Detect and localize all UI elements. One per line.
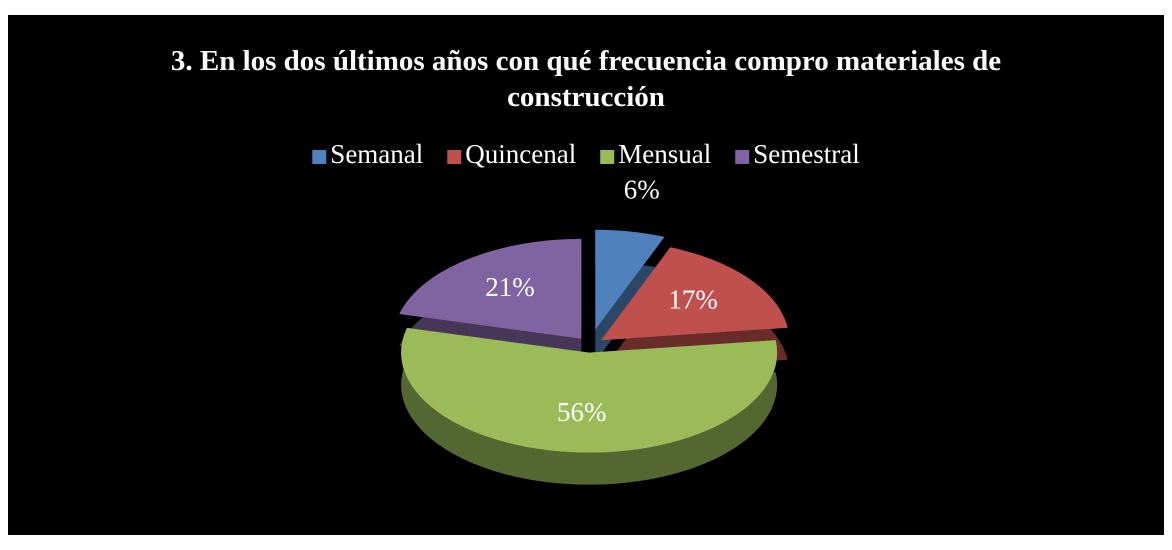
pie-slice: [401, 327, 778, 453]
legend-label: Semestral: [753, 139, 859, 169]
data-label: 21%: [485, 272, 535, 302]
pie-slice: [601, 247, 788, 341]
chart-title: construcción: [507, 81, 665, 113]
data-label: 56%: [557, 397, 607, 427]
legend-label: Quincenal: [465, 139, 576, 169]
data-label: 6%: [624, 174, 660, 204]
legend-swatch: [312, 150, 327, 164]
legend-swatch: [447, 150, 462, 164]
legend-swatch: [735, 150, 750, 164]
legend-label: Mensual: [618, 139, 711, 169]
pie-slice: [399, 238, 582, 339]
legend-swatch: [600, 150, 615, 164]
data-label: 17%: [668, 284, 718, 314]
pie-slice: [595, 229, 665, 330]
chart-title: 3. En los dos últimos años con qué frecu…: [171, 45, 1001, 77]
legend: Semanal Quincenal Mensual Semestral: [312, 139, 860, 169]
legend-label: Semanal: [330, 139, 423, 169]
